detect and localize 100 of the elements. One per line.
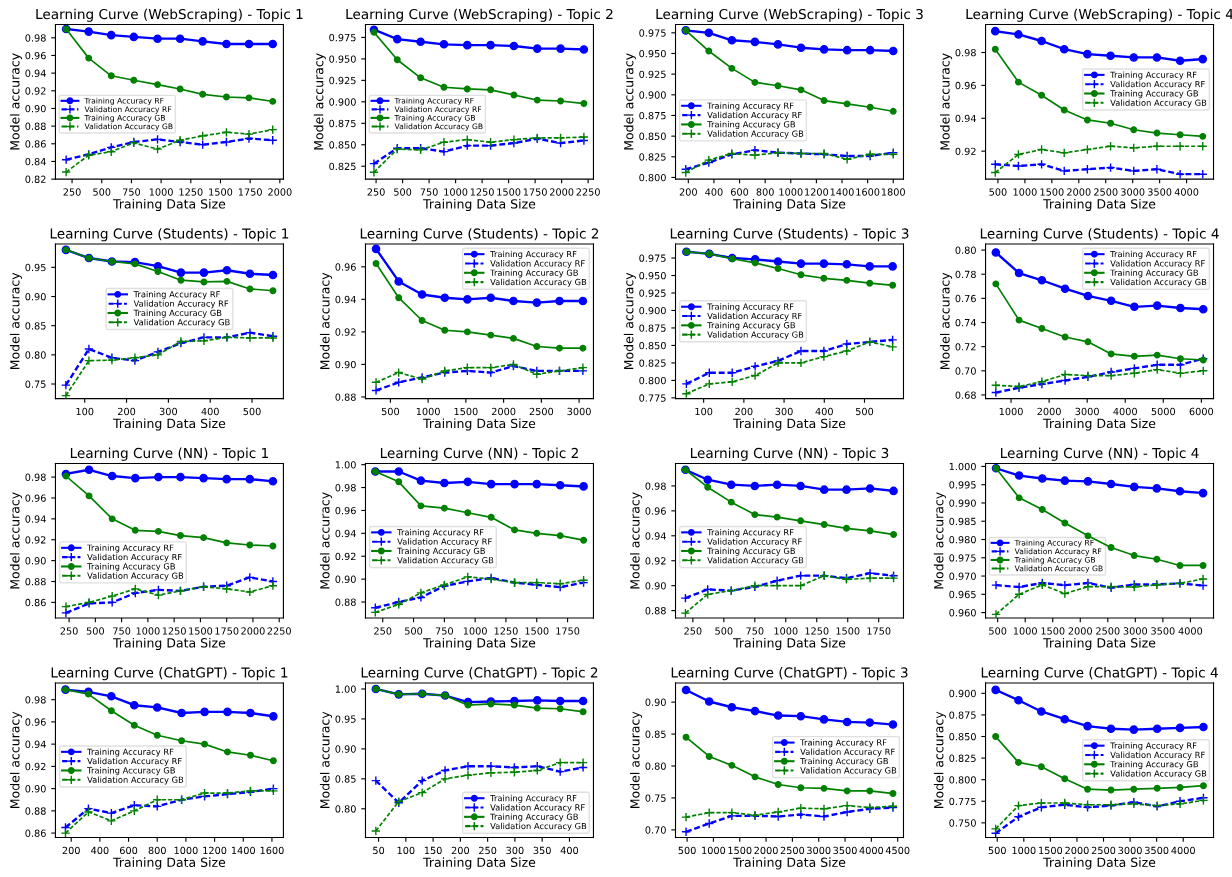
y-tick-label: 0.90 [25,293,46,301]
y-tick-label: 0.850 [329,141,356,149]
x-tick-label: 2000 [1037,407,1061,416]
x-tick-label: 500 [989,188,1007,196]
y-tick-label: 0.80 [335,805,356,813]
y-tick-label: 0.94 [335,295,356,304]
y-tick-label: 0.70 [645,826,666,834]
x-tick-label: 1000 [463,627,487,635]
chart-title: Learning Curve (Students) - Topic 1 [50,228,289,242]
x-tick-label: 600 [730,188,749,196]
x-tick-label: 1750 [215,627,239,635]
y-tick-label: 0.94 [955,114,976,123]
y-tick-label: 0.94 [25,515,46,523]
x-tick-label: 3000 [1075,407,1099,416]
y-axis-title: Model accuracy [313,53,326,150]
legend-label: Training Accuracy RF [800,739,887,748]
y-tick-label: 0.92 [25,762,46,771]
y-tick-label: 0.750 [949,819,976,827]
chart-title: Learning Curve (NN) - Topic 3 [691,447,889,461]
y-tick-label: 0.875 [639,324,666,332]
chart-title: Learning Curve (NN) - Topic 4 [1001,447,1199,461]
x-tick-label: 1500 [525,627,549,635]
y-tick-label: 0.94 [25,69,46,77]
y-tick-label: 0.975 [639,29,666,37]
y-tick-label: 0.90 [25,557,46,565]
y-axis-title: Model accuracy [9,492,22,589]
legend-label: Validation Accuracy GB [707,556,804,565]
x-axis-title: Training Data Size [1043,198,1156,212]
y-axis-title: Model accuracy [623,53,636,150]
y-axis-title: Model accuracy [623,272,636,370]
x-tick-label: 1750 [523,188,547,196]
x-tick-label: 400 [705,188,723,196]
x-tick-label: 3000 [1123,627,1148,635]
y-tick-label: 0.850 [639,341,666,350]
y-tick-label: 0.825 [329,162,356,171]
y-tick-label: 1.000 [949,462,976,471]
legend-label: Validation Accuracy RF [707,538,802,547]
x-tick-label: 2250 [576,188,600,196]
y-tick-label: 0.965 [949,590,976,599]
y-tick-label: 0.98 [335,484,356,492]
x-tick-label: 500 [855,407,874,416]
x-axis-title: Training Data Size [1043,857,1156,870]
x-tick-label: 1500 [728,846,752,855]
y-tick-label: 0.98 [25,696,46,704]
legend-label: Validation Accuracy GB [87,572,184,581]
y-tick-label: 0.75 [25,380,46,388]
x-tick-label: 1200 [203,846,227,855]
y-tick-label: 0.96 [335,263,356,271]
x-tick-label: 400 [815,407,833,416]
x-tick-label: 300 [159,407,178,416]
x-tick-label: 2250 [267,627,291,635]
x-tick-label: 1500 [454,407,478,416]
x-tick-label: 500 [93,188,111,196]
chart-title: Learning Curve (Students) - Topic 3 [670,228,909,242]
y-tick-label: 0.86 [25,829,46,837]
legend-label: Validation Accuracy RF [1110,751,1205,760]
legend-label: Validation Accuracy RF [87,553,182,562]
y-tick-label: 0.88 [25,122,46,130]
y-tick-label: 0.92 [955,147,976,155]
x-tick-label: 250 [60,627,78,635]
legend-label: Training Accuracy GB [87,767,175,776]
x-tick-label: 1000 [174,846,198,855]
y-tick-label: 0.990 [949,499,976,507]
y-tick-label: 1.00 [335,685,356,693]
legend-label: Training Accuracy RF [707,303,794,312]
x-tick-label: 150 [424,846,442,855]
legend-label: Validation Accuracy GB [1110,99,1207,108]
y-tick-label: 0.90 [645,698,666,706]
x-tick-label: 2000 [1065,846,1089,855]
x-tick-label: 1500 [1041,627,1065,635]
x-tick-label: 1500 [497,188,521,196]
y-tick-label: 0.90 [25,785,46,793]
x-tick-label: 1400 [830,188,854,196]
x-axis-title: Training Data Size [423,198,536,212]
legend-label: Training Accuracy RF [707,528,794,538]
y-tick-label: 0.950 [639,49,666,58]
y-tick-label: 0.975 [329,33,356,42]
x-axis-title: Training Data Size [113,418,226,431]
x-tick-label: 3000 [807,846,831,855]
x-tick-label: 500 [678,846,696,855]
legend-label: Training Accuracy RF [87,748,174,757]
chart-title: Learning Curve (NN) - Topic 2 [380,447,578,461]
y-axis-title: Model accuracy [319,711,333,808]
y-axis-title: Model accuracy [933,711,946,808]
y-tick-label: 0.925 [639,70,666,78]
x-tick-label: 500 [988,846,1006,855]
legend-label: Validation Accuracy RF [87,757,182,766]
y-tick-label: 0.98 [25,473,46,481]
y-tick-label: 0.90 [335,745,356,753]
y-tick-label: 0.850 [639,132,666,140]
y-tick-label: 0.92 [645,557,666,565]
x-axis-title: Training Data Size [423,418,536,431]
chart-title: Learning Curve (ChatGPT) - Topic 3 [671,667,908,681]
y-axis-title: Model accuracy [629,711,643,808]
y-tick-label: 1.00 [335,461,356,469]
x-tick-label: 1000 [999,407,1023,416]
x-tick-label: 1000 [1012,846,1036,855]
x-tick-label: 200 [117,407,136,416]
chart-title: Learning Curve (ChatGPT) - Topic 4 [981,667,1218,681]
y-axis-title: Model accuracy [933,492,946,589]
